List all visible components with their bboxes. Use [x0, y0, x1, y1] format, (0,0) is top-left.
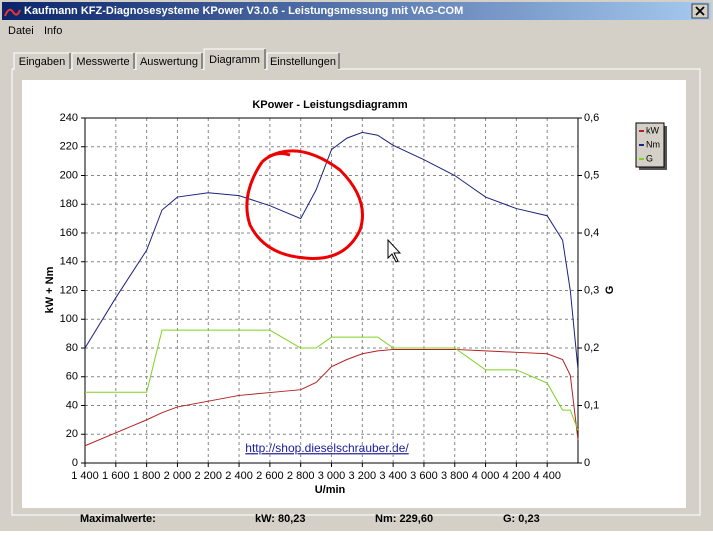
y-tick-label: 120 — [60, 284, 78, 296]
y2-tick-label: 0,5 — [584, 169, 599, 181]
x-tick-label: 2 000 — [164, 470, 192, 482]
tab-label[interactable]: Messwerte — [76, 56, 129, 68]
x-tick-label: 1 600 — [102, 470, 130, 482]
x-tick-label: 2 400 — [225, 470, 253, 482]
title-bar — [2, 2, 711, 20]
x-tick-label: 3 400 — [379, 470, 407, 482]
x-tick-label: 3 800 — [441, 470, 469, 482]
x-tick-label: 3 000 — [318, 470, 346, 482]
y-tick-label: 200 — [60, 169, 78, 181]
tab-label[interactable]: Einstellungen — [270, 56, 336, 68]
x-tick-label: 3 600 — [410, 470, 438, 482]
chart-title: KPower - Leistungsdiagramm — [252, 99, 407, 111]
y-tick-label: 160 — [60, 227, 78, 239]
legend-label: G — [646, 153, 653, 163]
plot-frame — [84, 117, 579, 464]
footer-kw: kW: 80,23 — [255, 513, 306, 525]
shop-link[interactable]: http://shop.dieselschrauber.de/ — [245, 441, 409, 455]
x-tick-label: 2 200 — [194, 470, 222, 482]
tab-label[interactable]: Diagramm — [209, 54, 260, 66]
annotation-scribble — [245, 149, 364, 260]
y-tick-label: 180 — [60, 198, 78, 210]
y-tick-label: 140 — [60, 256, 78, 268]
y-tick-label: 80 — [66, 342, 78, 354]
y2-tick-label: 0,6 — [584, 112, 599, 124]
series-line — [84, 131, 579, 370]
x-tick-label: 1 800 — [133, 470, 161, 482]
y-tick-label: 20 — [66, 428, 78, 440]
y2-tick-label: 0,2 — [584, 342, 599, 354]
menu-item[interactable]: Info — [44, 25, 62, 37]
chart-area — [22, 80, 686, 508]
legend-label: kW — [646, 125, 660, 135]
y2-tick-label: 0 — [584, 457, 590, 469]
tab-label[interactable]: Auswertung — [140, 56, 198, 68]
x-axis-label: U/min — [315, 484, 346, 496]
x-tick-label: 4 200 — [503, 470, 531, 482]
x-tick-label: 2 600 — [256, 470, 284, 482]
footer-g: G: 0,23 — [503, 513, 540, 525]
x-tick-label: 1 400 — [71, 470, 99, 482]
y-tick-label: 240 — [60, 112, 78, 124]
y-tick-label: 0 — [72, 457, 78, 469]
footer-label: Maximalwerte: — [80, 513, 156, 525]
app-icon — [4, 8, 21, 17]
x-tick-label: 2 800 — [287, 470, 315, 482]
x-tick-label: 4 000 — [472, 470, 500, 482]
tab-label[interactable]: Eingaben — [19, 56, 66, 68]
close-button[interactable] — [691, 3, 709, 19]
legend-label: Nm — [646, 139, 660, 149]
y2-tick-label: 0,3 — [584, 284, 599, 296]
x-tick-label: 3 200 — [349, 470, 377, 482]
y-tick-label: 220 — [60, 141, 78, 153]
series-line — [85, 329, 579, 431]
y-tick-label: 60 — [66, 371, 78, 383]
menu-item[interactable]: Datei — [8, 25, 34, 37]
y2-tick-label: 0,4 — [584, 227, 599, 239]
series-line — [84, 348, 579, 447]
mouse-cursor — [387, 238, 402, 263]
footer-nm: Nm: 229,60 — [375, 513, 433, 525]
y-axis-label: kW + Nm — [44, 266, 56, 313]
y-tick-label: 40 — [66, 399, 78, 411]
y2-axis-label: G — [604, 286, 616, 295]
y-tick-label: 100 — [60, 313, 78, 325]
x-tick-label: 4 400 — [533, 470, 561, 482]
window-title: Kaufmann KFZ-Diagnosesysteme KPower V3.0… — [24, 5, 463, 17]
y2-tick-label: 0,1 — [584, 399, 599, 411]
